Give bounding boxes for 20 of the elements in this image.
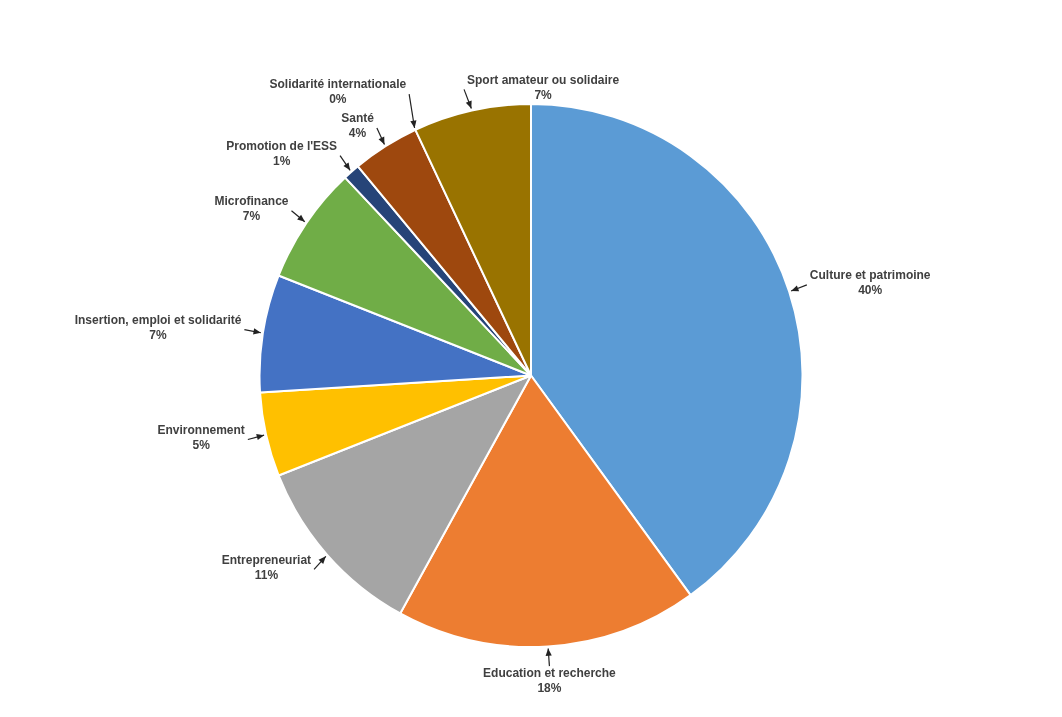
slice-label: Sport amateur ou solidaire: [467, 72, 620, 87]
slice-label: Culture et patrimoine: [809, 268, 931, 283]
data-label: 18%: [537, 681, 562, 696]
data-label: 7%: [242, 209, 261, 223]
data-label: 40%: [858, 283, 883, 298]
data-label: 5%: [192, 437, 211, 452]
data-label: 7%: [149, 327, 168, 342]
category-label: Solidarité internationale: [269, 77, 407, 92]
text: 0%: [329, 92, 347, 107]
slice-label: Promotion de l'ESS: [226, 138, 338, 153]
data-label: 7%: [534, 87, 553, 102]
slice-label: Environnement: [157, 422, 245, 437]
slice-label: Education et recherche: [483, 666, 617, 681]
data-label: 11%: [254, 567, 279, 582]
data-label: 1%: [272, 153, 291, 168]
slice-label: Microfinance: [214, 194, 289, 208]
slice-label: Santé: [341, 111, 375, 126]
slice-label: Insertion, emploi et solidarité: [74, 312, 242, 327]
data-label: 4%: [348, 126, 367, 141]
slice-label: Entrepreneuriat: [221, 552, 312, 567]
